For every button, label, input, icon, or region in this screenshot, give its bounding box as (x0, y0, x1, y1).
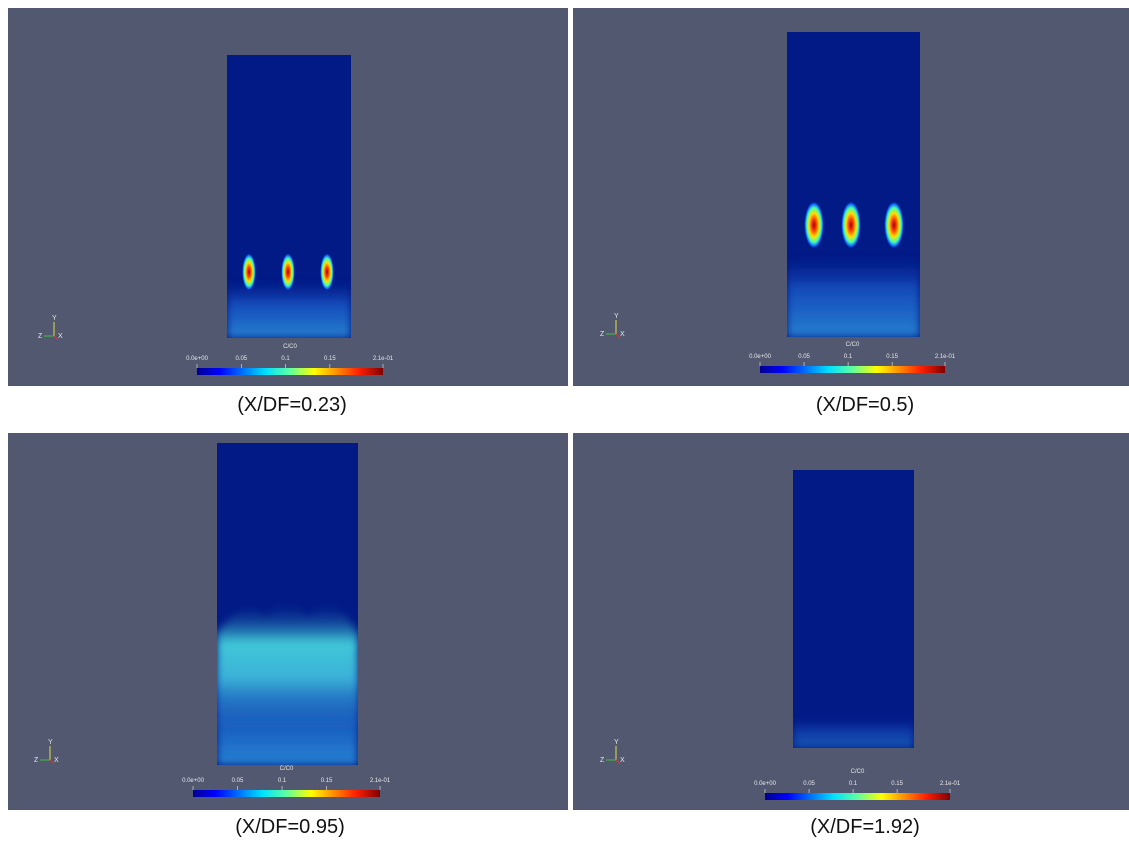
axis-label: Y (52, 315, 57, 322)
colorbar (193, 790, 380, 797)
axis-label: X (620, 331, 625, 338)
colorbar-tick-label: 0.1 (278, 778, 287, 784)
concentration-spot (804, 201, 824, 249)
concentration-spot (242, 253, 256, 291)
colorbar-title: C/C0 (846, 342, 860, 348)
axis-label: Z (34, 757, 39, 764)
colorbar-tick-label: 0.15 (321, 778, 333, 784)
colorbar-tick-label: 2.1e-01 (940, 781, 961, 787)
domain-floor (793, 718, 914, 748)
panel-caption: (X/DF=0.5) (816, 394, 914, 416)
colorbar-tick-label: 0.0e+00 (182, 778, 205, 784)
domain (787, 32, 920, 337)
concentration-spot (841, 201, 861, 249)
axis-label: Z (600, 757, 605, 764)
plume (217, 600, 358, 743)
panel-caption: (X/DF=0.95) (235, 816, 344, 838)
colorbar-tick-label: 0.0e+00 (186, 356, 209, 362)
domain (793, 470, 914, 748)
axis-label: Y (614, 313, 619, 320)
panel-caption: (X/DF=1.92) (810, 816, 919, 838)
colorbar-tick-label: 0.15 (891, 781, 903, 787)
colorbar-title: C/C0 (851, 769, 865, 775)
colorbar (760, 366, 945, 373)
axis-label: Z (600, 331, 605, 338)
axis-triad-x (615, 759, 621, 765)
axis-label: Y (614, 739, 619, 746)
colorbar-tick-label: 0.05 (232, 778, 244, 784)
concentration-spot (320, 253, 334, 291)
colorbar-tick-label: 0.05 (803, 781, 815, 787)
axis-label: X (620, 757, 625, 764)
panel: Z X Y C/C0 0.0e+00 0.05 0.1 0.15 2.1e-01 (X/DF=0.… (8, 8, 568, 416)
colorbar-tick-label: 0.0e+00 (749, 354, 772, 360)
panel: Z X Y C/C0 0.0e+00 0.05 0.1 0.15 2.1e-01 (X/DF=0.… (8, 433, 568, 838)
concentration-spot (884, 201, 904, 249)
axis-label: X (54, 757, 59, 764)
colorbar (765, 793, 950, 800)
panel: Z X Y C/C0 0.0e+00 0.05 0.1 0.15 2.1e-01 (X/DF=0.… (573, 8, 1129, 416)
axis-triad-x (49, 759, 55, 765)
colorbar (197, 368, 383, 375)
colorbar-tick-label: 0.05 (798, 354, 810, 360)
concentration-spot (281, 253, 295, 291)
domain (227, 55, 351, 338)
axis-triad-x (615, 333, 621, 339)
axis-triad-x (53, 335, 59, 341)
axis-label: Z (38, 333, 43, 340)
domain-field (793, 470, 914, 748)
colorbar-tick-label: 0.0e+00 (754, 781, 777, 787)
colorbar-tick-label: 0.1 (844, 354, 853, 360)
domain (217, 443, 358, 765)
axis-label: X (58, 333, 63, 340)
colorbar-tick-label: 0.15 (324, 356, 336, 362)
domain-floor (787, 255, 920, 337)
colorbar-title: C/C0 (283, 344, 297, 350)
colorbar-tick-label: 0.1 (281, 356, 290, 362)
colorbar-tick-label: 0.1 (849, 781, 858, 787)
colorbar-tick-label: 2.1e-01 (373, 356, 394, 362)
colorbar-tick-label: 2.1e-01 (370, 778, 391, 784)
axis-label: Y (48, 739, 53, 746)
colorbar-tick-label: 2.1e-01 (935, 354, 956, 360)
colorbar-tick-label: 0.05 (235, 356, 247, 362)
panel: Z X Y C/C0 0.0e+00 0.05 0.1 0.15 2.1e-01 (X/DF=1.… (573, 433, 1129, 838)
colorbar-tick-label: 0.15 (886, 354, 898, 360)
panel-caption: (X/DF=0.23) (237, 394, 346, 416)
colorbar-title: C/C0 (280, 766, 294, 772)
